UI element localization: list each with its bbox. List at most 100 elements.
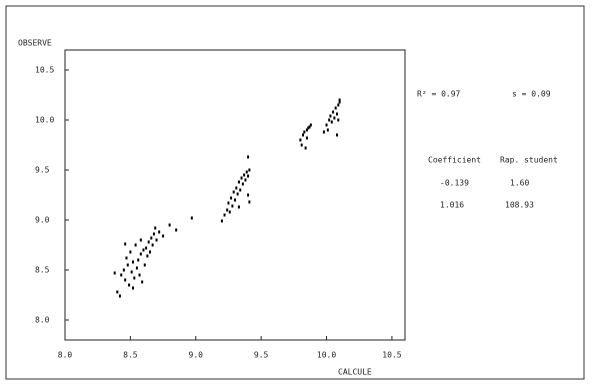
point [244, 178, 247, 182]
point [190, 216, 193, 220]
x-tick-label: 8.5 [123, 351, 138, 360]
coefficient: -0.139 [440, 179, 469, 188]
point [240, 176, 243, 180]
point [243, 173, 246, 177]
y-axis-label: OBSERVE [18, 39, 52, 48]
point [116, 290, 119, 294]
point [135, 266, 138, 270]
point [239, 188, 242, 192]
point [247, 155, 250, 159]
point [337, 118, 340, 122]
x-tick-label: 9.5 [254, 351, 269, 360]
point [126, 263, 129, 267]
point [228, 210, 231, 214]
x-axis-label: CALCULE [338, 368, 372, 377]
point [162, 234, 165, 238]
point [227, 201, 230, 205]
point [145, 246, 148, 250]
point [139, 238, 142, 242]
point [248, 168, 251, 172]
point [237, 180, 240, 184]
point [152, 232, 155, 236]
point [137, 258, 140, 262]
point [302, 133, 304, 137]
y-tick-label: 8.0 [35, 316, 50, 325]
point [120, 273, 123, 277]
point [338, 100, 341, 104]
point [304, 146, 307, 150]
point [333, 116, 336, 120]
point [143, 263, 146, 267]
y-tick-label: 9.0 [35, 216, 50, 225]
point [230, 196, 233, 200]
x-tick-label: 10.0 [317, 351, 336, 360]
point [139, 252, 142, 256]
r2-stat: R² = 0.97 [417, 90, 461, 99]
y-tick-label: 10.5 [35, 66, 54, 75]
point [168, 223, 171, 227]
point [138, 273, 141, 277]
point [133, 276, 136, 280]
point [325, 123, 328, 127]
point [299, 138, 302, 142]
point [236, 192, 239, 196]
point [235, 186, 238, 190]
student-ratio: 108.93 [505, 201, 534, 210]
point [234, 198, 236, 202]
point [147, 240, 150, 244]
point [241, 182, 244, 186]
point [247, 174, 250, 178]
coefficient: 1.016 [440, 201, 464, 210]
point [334, 106, 337, 110]
point [326, 128, 329, 132]
y-tick-label: 8.5 [35, 266, 50, 275]
table-header: Rap. student [500, 156, 558, 165]
point [175, 228, 178, 232]
point [336, 112, 338, 116]
point [305, 136, 308, 140]
point [142, 248, 145, 252]
point [336, 133, 338, 137]
point [305, 128, 308, 132]
table-header: Coefficient [428, 156, 481, 165]
point [149, 250, 151, 254]
point [132, 260, 134, 264]
point [124, 242, 127, 246]
student-ratio: 1.60 [510, 179, 529, 188]
point [125, 256, 128, 260]
y-tick-label: 10.0 [35, 116, 54, 125]
point [245, 170, 248, 174]
point [329, 114, 332, 118]
point [113, 271, 116, 275]
point [128, 283, 131, 287]
point [231, 204, 234, 208]
point [309, 123, 312, 127]
point [220, 219, 223, 223]
point [150, 236, 153, 240]
point [151, 243, 154, 247]
point [226, 208, 229, 212]
point [307, 126, 310, 130]
point [308, 125, 311, 129]
x-tick-label: 8.0 [58, 351, 73, 360]
point [237, 205, 240, 209]
x-tick-label: 9.0 [189, 351, 204, 360]
point [322, 130, 325, 134]
point [132, 286, 134, 290]
point [223, 213, 226, 217]
point [248, 200, 251, 204]
point [337, 103, 340, 107]
point [122, 268, 125, 272]
plot-box [64, 49, 406, 341]
point [158, 230, 161, 234]
point [328, 118, 331, 122]
point [154, 226, 157, 230]
point [124, 278, 127, 282]
point [338, 98, 341, 102]
point [141, 280, 144, 284]
point [134, 243, 137, 247]
point [332, 110, 335, 114]
y-tick-label: 9.5 [35, 166, 50, 175]
point [155, 238, 158, 242]
